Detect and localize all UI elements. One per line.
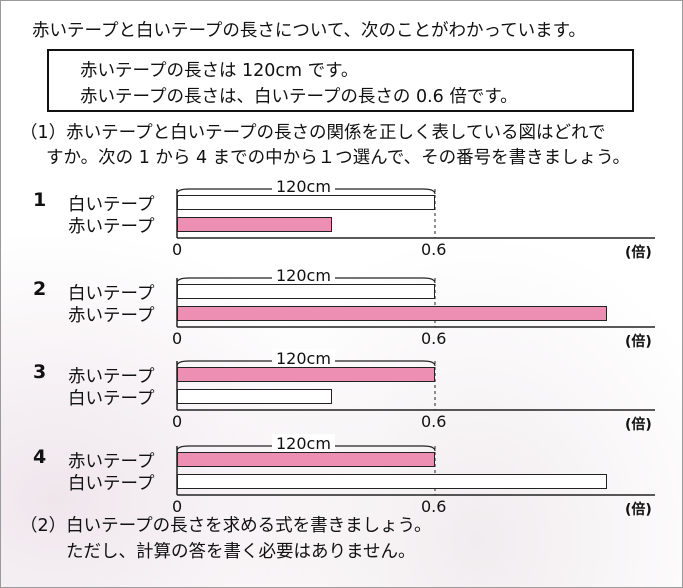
- axis-six-tenths-label: 0.6: [421, 412, 447, 431]
- axis-six-tenths-label: 0.6: [421, 329, 447, 348]
- red-tape-bar: [177, 217, 332, 232]
- question-1-line-1: （1）赤いテープと白いテープの長さの関係を正しく表している図はどれで: [20, 123, 606, 143]
- red-tape-label: 赤いテープ: [68, 367, 155, 387]
- question-2-line-1: （2）白いテープの長さを求める式を書きましょう。: [20, 516, 432, 536]
- red-tape-label: 赤いテープ: [68, 217, 155, 237]
- axis-zero-label: 0: [172, 329, 183, 348]
- fact-1: 赤いテープの長さは 120cm です。: [80, 61, 359, 81]
- brace-label: 120cm: [272, 177, 335, 196]
- option-number: 4: [33, 446, 47, 468]
- axis-zero-label: 0: [172, 240, 183, 259]
- red-tape-bar: [177, 306, 607, 321]
- option-number: 1: [33, 189, 47, 211]
- red-tape-label: 赤いテープ: [68, 306, 155, 326]
- white-tape-bar: [177, 284, 435, 299]
- fact-2: 赤いテープの長さは、白いテープの長さの 0.6 倍です。: [80, 87, 518, 107]
- axis-unit-label: (倍): [625, 245, 652, 261]
- brace-label: 120cm: [272, 266, 335, 285]
- axis-zero-label: 0: [172, 497, 183, 516]
- question-1-line-2: すか。次の 1 から 4 までの中から１つ選んで、その番号を書きましょう。: [46, 148, 631, 168]
- white-tape-bar: [177, 389, 332, 404]
- white-tape-label: 白いテープ: [68, 195, 155, 215]
- brace-label: 120cm: [272, 434, 335, 453]
- question-2-line-2: ただし、計算の答を書く必要はありません。: [66, 542, 416, 562]
- axis-six-tenths-label: 0.6: [421, 240, 447, 259]
- white-tape-label: 白いテープ: [68, 284, 155, 304]
- option-number: 3: [33, 361, 47, 383]
- axis-six-tenths-label: 0.6: [421, 497, 447, 516]
- red-tape-bar: [177, 452, 435, 467]
- white-tape-label: 白いテープ: [68, 389, 155, 409]
- axis-zero-label: 0: [172, 412, 183, 431]
- brace-label: 120cm: [272, 349, 335, 368]
- red-tape-label: 赤いテープ: [68, 452, 155, 472]
- white-tape-bar: [177, 195, 435, 210]
- white-tape-label: 白いテープ: [68, 474, 155, 494]
- axis-unit-label: (倍): [625, 502, 652, 518]
- option-number: 2: [33, 278, 47, 300]
- red-tape-bar: [177, 367, 435, 382]
- axis-unit-label: (倍): [625, 417, 652, 433]
- white-tape-bar: [177, 474, 607, 489]
- intro-text: 赤いテープと白いテープの長さについて、次のことがわかっています。: [32, 21, 586, 41]
- axis-unit-label: (倍): [625, 334, 652, 350]
- facts-box: [47, 49, 634, 112]
